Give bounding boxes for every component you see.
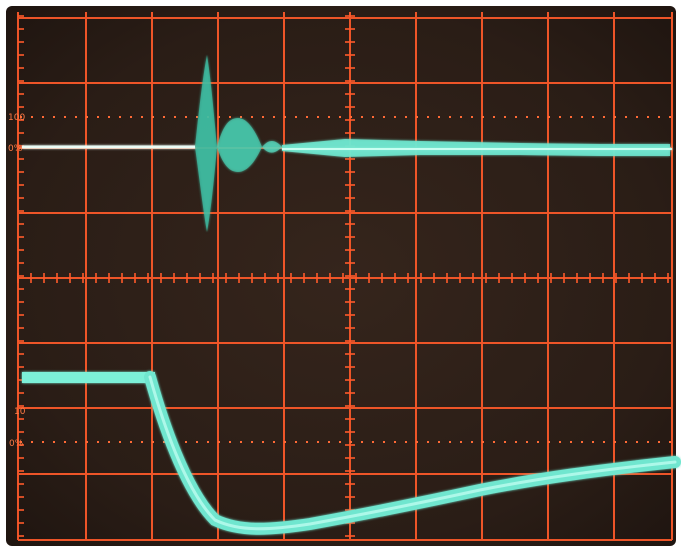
trace-1-burst [22,55,672,232]
crt-background [6,6,676,546]
graticule-axis-ticks [17,15,669,537]
trace-2-curve-highlight [148,375,677,531]
trace-1-decay-lobe [262,140,282,153]
trace-2-step-response [22,371,681,535]
label-0-percent-bottom: 0% [9,439,24,449]
trace-2-high-level [22,372,155,383]
trace-1-burst-envelope [195,55,217,232]
label-0-percent-top: 0% [8,144,23,154]
trace-1-ringing-lobes [217,118,262,172]
label-10: 10 [14,407,26,417]
label-100: 100 [8,113,25,123]
